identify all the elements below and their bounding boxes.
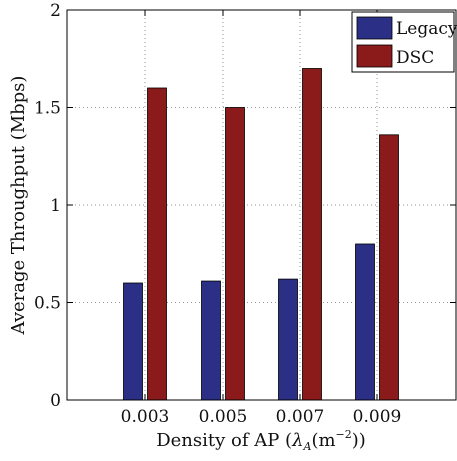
x-axis-ticks: 0.003 0.005 0.007 0.009 bbox=[121, 10, 402, 427]
x-tick-label: 0.009 bbox=[353, 407, 402, 427]
legend-swatch-legacy bbox=[356, 16, 393, 40]
bar-legacy-0.003 bbox=[123, 282, 143, 401]
x-axis-label: Density of AP (λA(m−2)) bbox=[156, 428, 366, 453]
bar-dsc-0.009 bbox=[379, 134, 399, 401]
y-tick-label: 2 bbox=[50, 1, 61, 21]
y-axis-label: Average Throughput (Mbps) bbox=[8, 76, 29, 336]
bar-legacy-0.005 bbox=[201, 280, 221, 401]
x-tick-label: 0.007 bbox=[276, 407, 325, 427]
bar-dsc-0.007 bbox=[302, 68, 322, 401]
bar-dsc-0.005 bbox=[225, 107, 245, 401]
bar-legacy-0.007 bbox=[278, 278, 298, 401]
y-tick-label: 0.5 bbox=[34, 294, 61, 314]
bar-legacy-0.009 bbox=[355, 243, 375, 401]
x-tick-label: 0.005 bbox=[199, 407, 248, 427]
legend-label-dsc: DSC bbox=[396, 48, 434, 68]
legend: Legacy DSC bbox=[351, 11, 457, 73]
y-tick-label: 0 bbox=[50, 391, 61, 411]
legend-label-legacy: Legacy bbox=[396, 19, 457, 39]
bars bbox=[123, 68, 399, 401]
bar-dsc-0.003 bbox=[147, 87, 167, 401]
y-tick-label: 1 bbox=[50, 196, 61, 216]
y-axis-ticks: 0 0.5 1 1.5 2 bbox=[34, 1, 456, 411]
legend-swatch-dsc bbox=[356, 44, 393, 68]
y-tick-label: 1.5 bbox=[34, 99, 61, 119]
x-tick-label: 0.003 bbox=[121, 407, 170, 427]
